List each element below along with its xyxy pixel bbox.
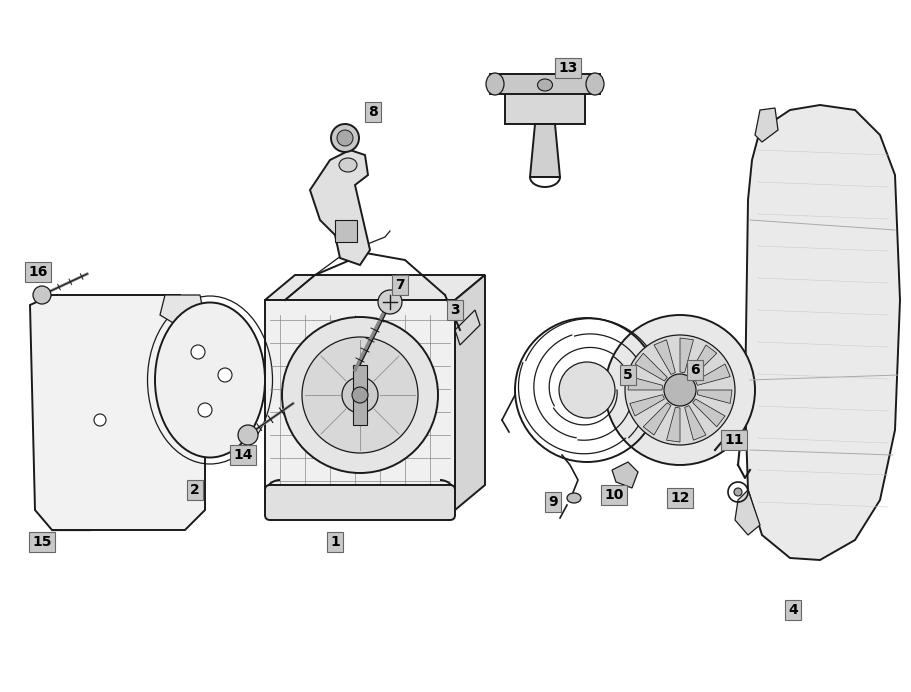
Polygon shape [30,295,205,530]
Polygon shape [159,295,205,330]
Text: 4: 4 [787,603,797,617]
Polygon shape [628,376,662,390]
Polygon shape [688,345,716,377]
Polygon shape [310,150,370,265]
Text: 16: 16 [28,265,47,279]
Circle shape [337,130,353,146]
Circle shape [733,488,742,496]
Ellipse shape [155,302,265,457]
Polygon shape [744,105,899,560]
Text: 12: 12 [670,491,689,505]
Polygon shape [734,490,759,535]
Circle shape [198,403,211,417]
Circle shape [377,290,402,314]
Circle shape [663,374,695,406]
Polygon shape [680,338,692,372]
Text: 2: 2 [189,483,200,497]
Polygon shape [630,394,664,416]
Polygon shape [265,300,455,510]
Text: 9: 9 [548,495,558,509]
Text: 1: 1 [330,535,340,549]
Text: 7: 7 [394,278,404,292]
Circle shape [281,317,437,473]
Text: 10: 10 [604,488,623,502]
Polygon shape [692,399,724,427]
Circle shape [218,368,231,382]
Circle shape [604,315,754,465]
Circle shape [238,425,258,445]
Text: 14: 14 [233,448,252,462]
Ellipse shape [567,493,580,503]
Ellipse shape [537,79,552,91]
Circle shape [352,387,368,403]
Polygon shape [754,108,777,142]
Polygon shape [684,406,705,440]
Circle shape [94,414,106,426]
Polygon shape [505,87,584,124]
FancyBboxPatch shape [265,485,455,520]
Circle shape [558,362,614,418]
Text: 3: 3 [450,303,459,317]
Polygon shape [634,353,667,381]
Text: 6: 6 [690,363,699,377]
Text: 13: 13 [558,61,577,75]
Circle shape [190,345,205,359]
Text: 8: 8 [368,105,377,119]
Ellipse shape [339,158,356,172]
Text: 5: 5 [622,368,632,382]
Polygon shape [695,364,730,385]
Polygon shape [455,310,479,345]
Bar [334,220,356,242]
Circle shape [33,286,51,304]
Ellipse shape [486,73,504,95]
Circle shape [302,337,417,453]
Circle shape [331,124,359,152]
Text: 15: 15 [32,535,52,549]
Polygon shape [455,275,485,510]
Ellipse shape [586,73,603,95]
Text: 11: 11 [723,433,743,447]
Polygon shape [697,390,732,403]
Circle shape [624,335,734,445]
Polygon shape [642,403,670,435]
Polygon shape [265,275,485,300]
Circle shape [342,377,377,413]
Polygon shape [529,124,559,177]
Polygon shape [666,408,680,442]
Polygon shape [653,340,675,374]
Polygon shape [611,462,638,488]
Polygon shape [489,74,599,94]
Bar [353,365,366,425]
